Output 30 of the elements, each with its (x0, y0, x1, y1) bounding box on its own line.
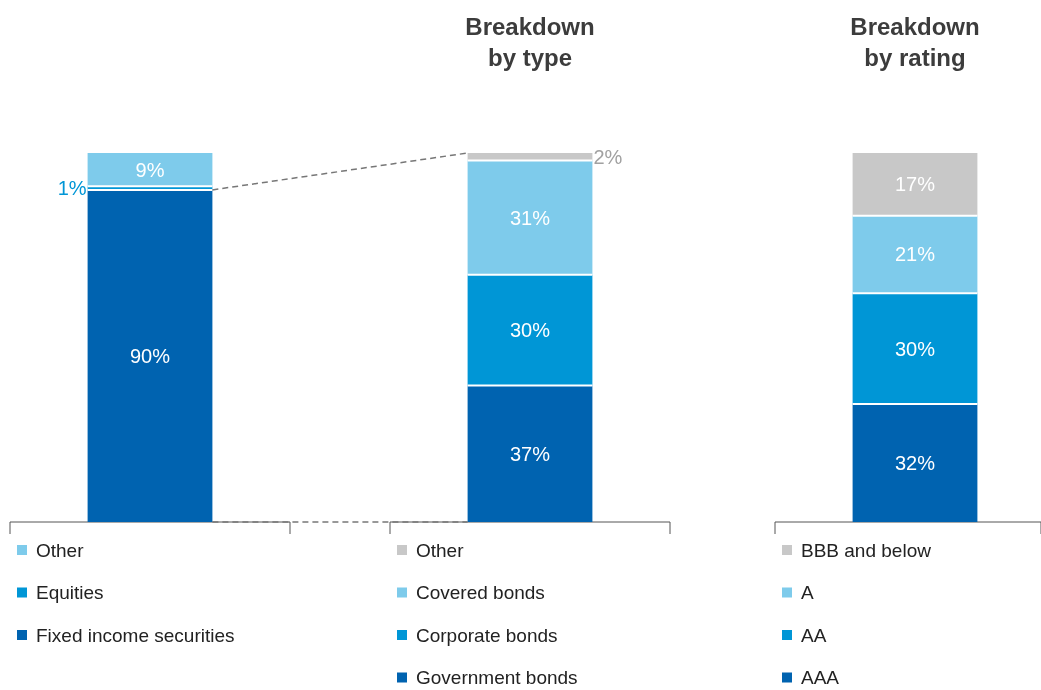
chart-title: Breakdown by type (465, 13, 595, 71)
legend-label: Corporate bonds (416, 624, 558, 646)
data-label: 9% (135, 158, 165, 181)
bar (852, 403, 978, 522)
bar (852, 215, 978, 294)
data-label: 37% (509, 442, 551, 465)
legend-label: Fixed income securities (36, 624, 235, 646)
legend-label: AAA (801, 667, 840, 688)
data-label: 31% (509, 206, 551, 229)
data-label: 1% (57, 177, 87, 200)
legend-label: Covered bonds (416, 582, 545, 603)
bar (467, 160, 593, 275)
legend-label: BBB and below (801, 539, 932, 561)
legend-label: Government bonds (416, 667, 578, 688)
data-label: 21% (894, 243, 936, 266)
legend-label: A (801, 582, 814, 603)
bar (467, 385, 593, 522)
bar (852, 153, 978, 216)
chart-title: Breakdown by rating (850, 13, 980, 71)
legend-label: Equities (36, 582, 104, 603)
data-label: 90% (129, 344, 171, 367)
data-label: 32% (894, 451, 936, 474)
data-label: 30% (894, 337, 936, 360)
legend-label: Other (36, 539, 85, 561)
bar (852, 293, 978, 404)
legend-label: AA (801, 624, 827, 646)
data-label: 2% (593, 145, 623, 168)
bar (467, 274, 593, 386)
data-label: 30% (509, 319, 551, 342)
legend-label: Other (416, 539, 465, 561)
